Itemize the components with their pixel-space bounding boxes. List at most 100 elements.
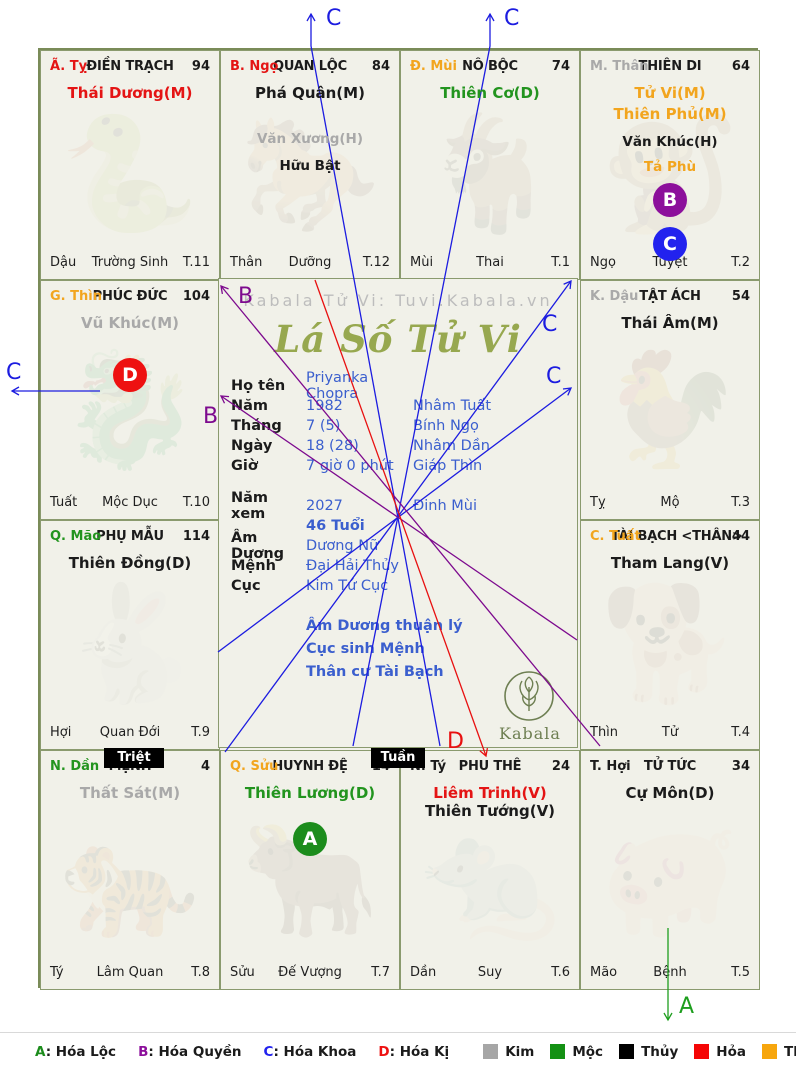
info-value: 7 giờ 0 phút	[306, 458, 394, 474]
cell-header: PHỤ MẪU Q. Mão 114	[41, 529, 219, 549]
star-label: Thiên Đồng(D)	[68, 554, 192, 572]
palace-score: 104	[182, 289, 210, 304]
info-label: Ngày	[231, 438, 273, 454]
life-stage-label: Quan Đới	[99, 725, 161, 740]
star-label: Cự Môn(D)	[625, 784, 715, 802]
stem-branch-label: K. Dậu	[590, 289, 639, 304]
info-row: Mệnh Đại Hải Thủy	[231, 556, 569, 576]
branch-label: Tuất	[50, 495, 78, 510]
info-row: Năm 1982 Nhâm Tuất	[231, 396, 569, 416]
legend-element-Thủy: Thủy	[619, 1044, 678, 1060]
info-value-lunar: Nhâm Dần	[413, 438, 490, 454]
cell-header: PHU THÊ N. Tý 24	[401, 759, 579, 779]
element-name: Kim	[505, 1043, 535, 1060]
cell-header: TÀI BẠCH <THÂN> C. Tuất 44	[581, 529, 759, 549]
branch-label: Mùi	[410, 255, 434, 270]
info-row: Họ tên Priyanka Chopra	[231, 370, 569, 402]
legend-footer: A: Hóa Lộc B: Hóa Quyền C: Hóa Khoa D: Hóa …	[0, 1032, 796, 1070]
element-name: Thổ	[783, 1043, 796, 1060]
center-panel: Kabala Tử Vi: Tuvi.Kabala.vn Lá Số Tử Vi…	[218, 278, 578, 748]
snake-zodiac-icon: 🐍	[60, 109, 200, 240]
info-label: Họ tên	[231, 378, 286, 394]
info-label: Mệnh	[231, 558, 276, 574]
cell-footer: Dần Suy T.6	[410, 965, 570, 982]
star-list: Thiên Cơ(D)	[401, 83, 579, 104]
branch-label: Hợi	[50, 725, 72, 740]
cell-footer: Tý Lâm Quan T.8	[50, 965, 210, 982]
cycle-label: T.1	[551, 255, 570, 270]
cycle-label: T.5	[731, 965, 750, 980]
palace-name: PHU THÊ	[458, 759, 522, 774]
star-label: Thiên Cơ(D)	[440, 84, 540, 102]
info-row: Âm Dương Dương Nữ	[231, 530, 569, 562]
legend-transforms: A: Hóa Lộc B: Hóa Quyền C: Hóa Khoa D: Hóa …	[35, 1044, 471, 1060]
branch-label: Tý	[50, 965, 64, 980]
cell-footer: Tuất Mộc Dục T.10	[50, 495, 210, 512]
star-label: Liêm Trinh(V)	[433, 784, 547, 802]
branch-label: Dậu	[50, 255, 77, 270]
star-list: Thiên Lương(D) A	[221, 783, 399, 856]
info-value: 2027	[306, 498, 343, 514]
transform-badge-B: B	[653, 183, 687, 217]
star-label: Văn Khúc(H)	[622, 134, 718, 150]
goat-zodiac-icon: 🐐	[420, 109, 560, 240]
palace-score: 34	[731, 759, 750, 774]
legend-transform-name: : Hóa Khoa	[273, 1043, 357, 1060]
info-value: 18 (28)	[306, 438, 359, 454]
star-label: Phá Quân(M)	[255, 84, 365, 102]
legend-letter: C	[263, 1043, 274, 1060]
info-value-lunar: Nhâm Tuất	[413, 398, 492, 414]
stem-branch-label: Ã. Tỵ	[50, 59, 88, 74]
life-stage-label: Thai	[476, 255, 504, 270]
palace-cell-mui-goat: 🐐 NÔ BỘC Đ. Mùi 74 Thiên Cơ(D) Mùi Thai T.1	[400, 50, 580, 280]
info-value: Đại Hải Thủy	[306, 558, 400, 574]
stem-branch-label: T. Hợi	[590, 759, 631, 774]
cycle-label: T.10	[182, 495, 210, 510]
star-label: Hữu Bật	[279, 158, 341, 174]
stem-branch-label: Đ. Mùi	[410, 59, 458, 74]
watermark: Kabala Tử Vi: Tuvi.Kabala.vn	[243, 291, 553, 310]
legend-element-Hỏa: Hỏa	[694, 1044, 746, 1060]
star-label: Thiên Tướng(V)	[424, 802, 556, 820]
info-row: Cục Kim Tứ Cục	[231, 576, 569, 596]
life-stage-label: Suy	[477, 965, 503, 980]
info-value: 7 (5)	[306, 418, 341, 434]
stem-branch-label: C. Tuất	[590, 529, 641, 544]
cycle-label: T.2	[731, 255, 750, 270]
transform-badge-A: A	[293, 822, 327, 856]
palace-name: HUYNH ĐỆ	[272, 759, 348, 774]
star-label: Thái Âm(M)	[621, 314, 719, 332]
cell-header: HUYNH ĐỆQ. Sửu14	[221, 759, 399, 779]
rabbit-zodiac-icon: 🐇	[60, 579, 200, 710]
palace-cell-ngo-horse: 🐎 QUAN LỘC B. Ngọ 84 Phá Quân(M) Văn Xương(H)…	[220, 50, 400, 280]
transform-badge-C: C	[653, 227, 687, 261]
destiny-notes: Âm Dương thuận lý Cục sinh Mệnh Thân cư Tà…	[306, 615, 463, 684]
element-color-swatch	[619, 1044, 635, 1059]
star-list: Thiên Đồng(D)	[41, 553, 219, 574]
life-stage-label: Mộ	[660, 495, 680, 510]
element-color-swatch	[761, 1044, 777, 1059]
cycle-label: T.3	[731, 495, 750, 510]
info-value: 1982	[306, 398, 343, 414]
element-name: Mộc	[572, 1043, 604, 1060]
palace-score: 94	[191, 59, 210, 74]
cell-footer: Hợi Quan Đới T.9	[50, 725, 210, 742]
info-row: Năm xem 2027 Đinh Mùi	[231, 490, 569, 522]
triet-badge: Triệt	[104, 748, 164, 768]
star-list: Cự Môn(D)	[581, 783, 759, 804]
tuan-badge: Tuần	[371, 748, 425, 768]
info-label: Giờ	[231, 458, 258, 474]
star-label: Thất Sát(M)	[79, 784, 181, 802]
legend-elements: Kim Mộc Thủy Hỏa Thổ	[483, 1044, 796, 1060]
star-list: Liêm Trinh(V) Thiên Tướng(V)	[401, 783, 579, 822]
cycle-label: T.12	[362, 255, 390, 270]
arrow-label-C: C	[6, 360, 22, 385]
cell-header: QUAN LỘC B. Ngọ 84	[221, 59, 399, 79]
cycle-label: T.7	[371, 965, 390, 980]
star-label: Văn Xương(H)	[256, 131, 364, 147]
branch-label: Mão	[590, 965, 618, 980]
element-color-swatch	[550, 1044, 566, 1059]
cell-footer: Sửu Đế Vượng T.7	[230, 965, 390, 982]
info-value: Dương Nữ	[306, 538, 379, 554]
